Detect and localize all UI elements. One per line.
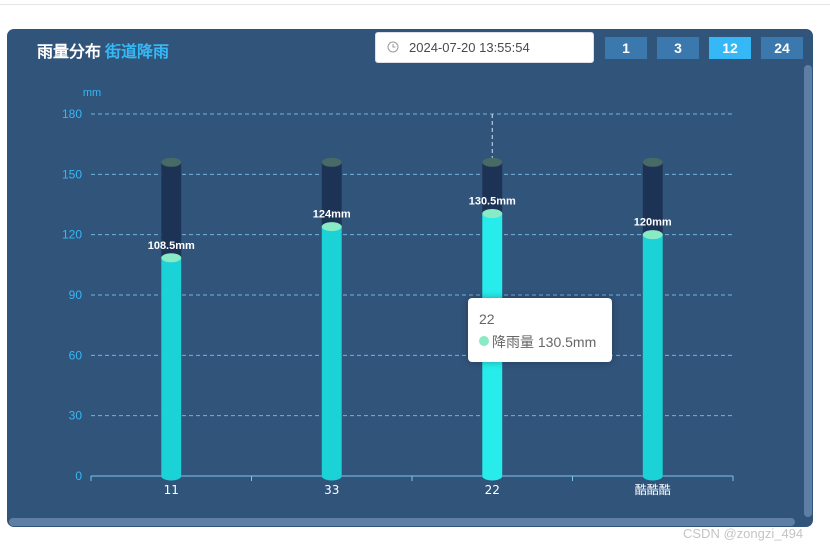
bar-base xyxy=(161,471,182,481)
data-label: 120mm xyxy=(634,217,672,229)
y-tick-label: 150 xyxy=(62,167,82,181)
bar-cap xyxy=(321,222,342,232)
tooltip-category: 22 xyxy=(479,311,495,327)
top-divider xyxy=(0,4,830,5)
y-tick-label: 0 xyxy=(75,469,82,483)
background-column-cap xyxy=(321,157,342,167)
y-tick-label: 120 xyxy=(62,228,82,242)
datetime-value: 2024-07-20 13:55:54 xyxy=(409,40,530,55)
tooltip-series: 降雨量 130.5mm xyxy=(492,332,596,352)
rainfall-panel: 雨量分布 街道降雨 2024-07-20 13:55:54 1 3 12 24 xyxy=(7,29,813,527)
tooltip-value: 130.5mm xyxy=(537,334,597,350)
x-tick-label: 11 xyxy=(164,483,179,497)
panel-title: 雨量分布 街道降雨 xyxy=(37,38,169,62)
bar-cap xyxy=(482,209,503,219)
x-tick-label: 33 xyxy=(324,483,339,497)
bar xyxy=(321,226,342,476)
range-button-24[interactable]: 24 xyxy=(761,37,803,59)
bar-cap xyxy=(161,253,182,263)
background-column-cap xyxy=(642,157,663,167)
bar-base xyxy=(321,471,342,481)
x-tick-label: 酷酷酷 xyxy=(635,483,671,497)
chart-tooltip: 22 降雨量 130.5mm xyxy=(468,298,612,362)
y-axis-unit: mm xyxy=(83,87,101,99)
tooltip-series-name: 降雨量 xyxy=(492,334,534,350)
range-button-12[interactable]: 12 xyxy=(709,37,751,59)
title-sub: 街道降雨 xyxy=(105,42,170,61)
data-label: 130.5mm xyxy=(469,196,516,208)
vertical-scrollbar[interactable] xyxy=(804,65,812,517)
watermark: CSDN @zongzi_494 xyxy=(683,526,804,541)
y-tick-label: 180 xyxy=(62,107,82,121)
background-column-cap xyxy=(482,157,503,167)
background-column-cap xyxy=(161,157,182,167)
y-tick-label: 90 xyxy=(69,288,83,302)
bar xyxy=(642,234,663,476)
y-tick-label: 30 xyxy=(69,409,83,423)
range-button-1[interactable]: 1 xyxy=(605,37,647,59)
data-label: 124mm xyxy=(313,209,351,221)
x-tick-label: 22 xyxy=(485,483,500,497)
bar xyxy=(161,257,182,476)
datetime-picker[interactable]: 2024-07-20 13:55:54 xyxy=(375,32,594,63)
bar-base xyxy=(642,471,663,481)
bar-cap xyxy=(642,230,663,240)
horizontal-scrollbar[interactable] xyxy=(9,518,795,526)
range-button-3[interactable]: 3 xyxy=(657,37,699,59)
title-main: 雨量分布 xyxy=(37,42,102,61)
bar-base xyxy=(482,471,503,481)
y-tick-label: 60 xyxy=(69,348,83,362)
data-label: 108.5mm xyxy=(148,240,195,252)
tooltip-series-marker xyxy=(479,336,489,346)
clock-icon xyxy=(387,41,399,53)
